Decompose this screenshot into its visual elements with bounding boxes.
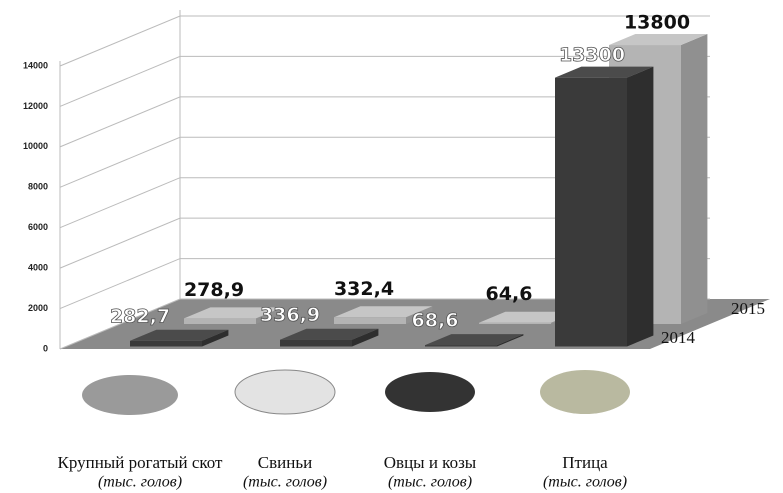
bar-top bbox=[555, 66, 654, 78]
value-label: 336,9 bbox=[260, 304, 320, 326]
bar-top bbox=[479, 311, 578, 323]
x-tick-label: Овцы и козы bbox=[384, 453, 477, 472]
bar-front bbox=[425, 345, 497, 347]
bar-front bbox=[555, 77, 627, 347]
bar-top bbox=[280, 328, 379, 340]
grid-line bbox=[59, 15, 710, 67]
bar-front bbox=[479, 322, 551, 324]
y-tick-label: 10000 bbox=[23, 141, 48, 151]
value-label: 332,4 bbox=[334, 278, 394, 300]
grid-line bbox=[59, 258, 710, 310]
bar bbox=[184, 307, 283, 324]
y-tick-label: 12000 bbox=[23, 101, 48, 111]
value-label: 13300 bbox=[559, 44, 625, 66]
y-tick-label: 4000 bbox=[28, 263, 48, 273]
grid-line bbox=[59, 217, 710, 269]
y-tick-label: 14000 bbox=[23, 60, 48, 70]
bar bbox=[334, 306, 433, 324]
bar-front bbox=[130, 340, 202, 347]
bar-front bbox=[280, 339, 352, 347]
bar-side bbox=[406, 306, 433, 324]
bar-side bbox=[627, 66, 654, 347]
legend-label: 2014 bbox=[661, 328, 696, 347]
grid-line bbox=[59, 298, 710, 350]
bar-top bbox=[334, 306, 433, 318]
y-tick-label: 2000 bbox=[28, 303, 48, 313]
category-unit: (тыс. голов) bbox=[543, 474, 627, 491]
value-label: 282,7 bbox=[110, 305, 170, 327]
x-tick-label: Крупный рогатый скот bbox=[57, 453, 223, 472]
bar bbox=[280, 328, 379, 347]
bar-side bbox=[256, 307, 283, 324]
value-label: 13800 bbox=[624, 12, 690, 34]
bar-side bbox=[202, 329, 229, 347]
bar bbox=[425, 334, 524, 347]
value-label: 68,6 bbox=[412, 310, 459, 332]
bar-side bbox=[681, 34, 708, 325]
bar-side bbox=[352, 328, 379, 347]
bar bbox=[130, 329, 229, 347]
x-tick-label: Свиньи bbox=[258, 453, 312, 472]
legend-label: 2015 bbox=[731, 299, 765, 318]
grid-line bbox=[59, 96, 710, 148]
y-tick-label: 8000 bbox=[28, 182, 48, 192]
bar-top bbox=[425, 334, 524, 346]
bar-front bbox=[184, 318, 256, 324]
grid-line bbox=[59, 55, 710, 107]
bar-top bbox=[609, 34, 708, 46]
category-unit: (тыс. голов) bbox=[243, 474, 327, 491]
animal-images bbox=[82, 369, 630, 415]
category-unit: (тыс. голов) bbox=[388, 474, 472, 491]
y-tick-label: 0 bbox=[43, 343, 48, 353]
grid-line bbox=[59, 136, 710, 188]
bar-side bbox=[497, 334, 524, 347]
bar-front bbox=[334, 317, 406, 324]
bar-top bbox=[184, 307, 283, 319]
grid-line bbox=[59, 177, 710, 229]
bar-top bbox=[130, 329, 229, 341]
x-tick-label: Птица bbox=[562, 453, 608, 472]
value-label: 278,9 bbox=[184, 279, 244, 301]
bar bbox=[555, 66, 654, 347]
category-unit: (тыс. голов) bbox=[98, 474, 182, 491]
value-label: 64,6 bbox=[486, 283, 533, 305]
y-tick-label: 6000 bbox=[28, 222, 48, 232]
